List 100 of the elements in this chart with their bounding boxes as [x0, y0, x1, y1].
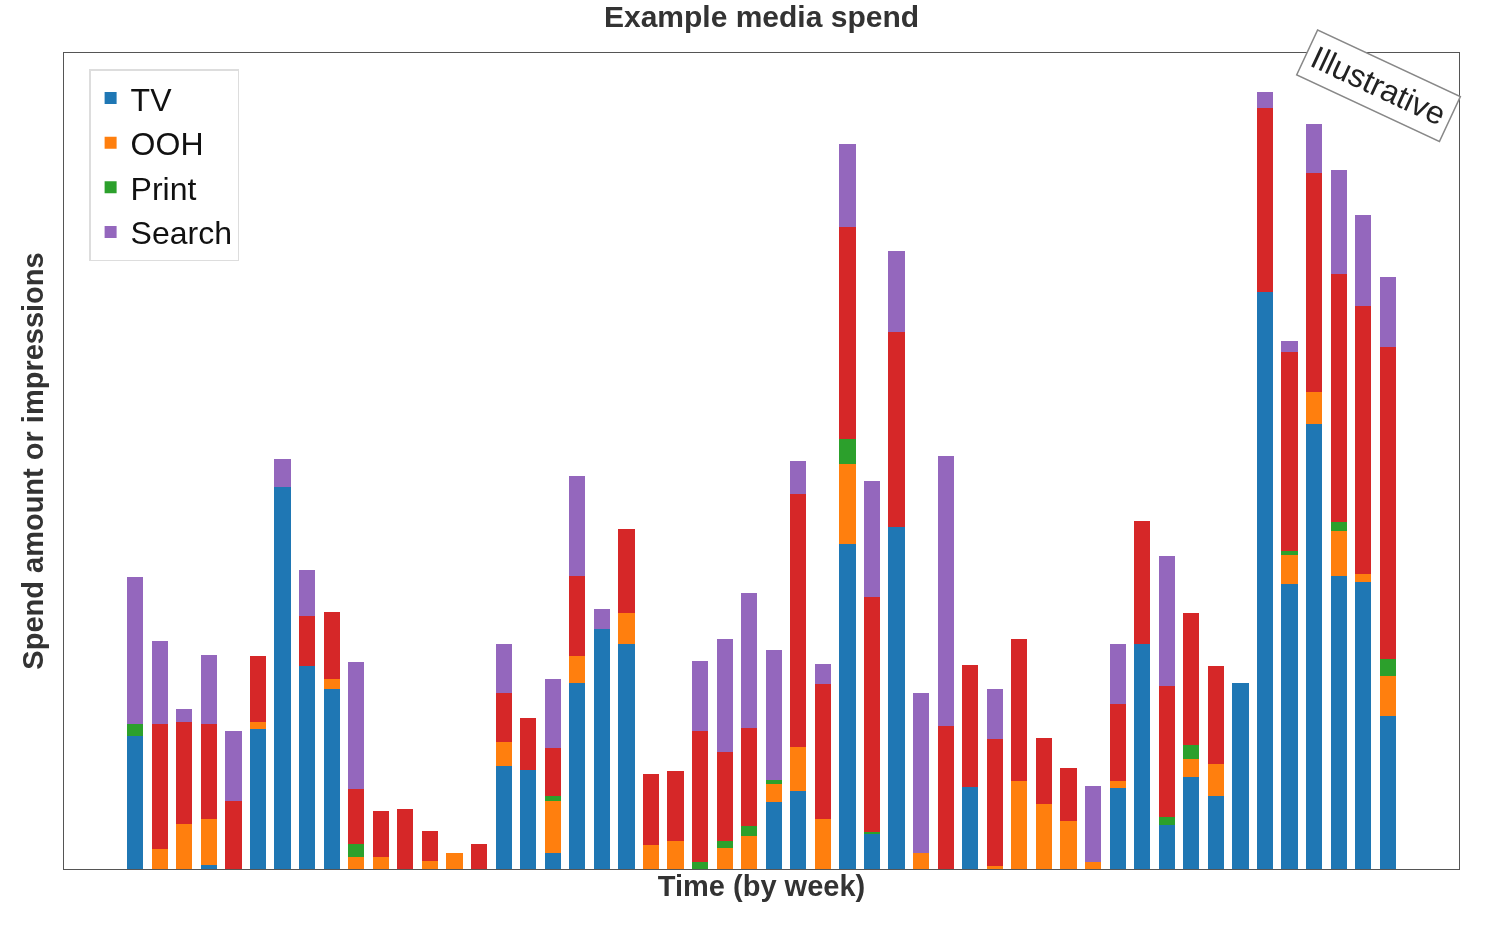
- bar: [839, 544, 856, 869]
- bar: [323, 678, 340, 689]
- bar: [1084, 785, 1102, 863]
- bar: [716, 638, 733, 752]
- bar: [765, 779, 782, 784]
- bar: [569, 683, 586, 869]
- legend-label: TV: [130, 81, 173, 118]
- bar: [249, 729, 267, 869]
- bar: [274, 458, 291, 487]
- chart-title: Example media spend: [603, 0, 920, 33]
- bar: [692, 862, 709, 869]
- bar: [765, 802, 782, 869]
- bar: [299, 616, 316, 667]
- bar: [642, 774, 660, 845]
- bar: [200, 819, 218, 866]
- bar: [323, 688, 340, 869]
- bar: [1109, 644, 1126, 705]
- bar: [888, 331, 905, 528]
- bar: [1207, 795, 1224, 869]
- bar: [1330, 274, 1347, 522]
- bar: [299, 569, 316, 617]
- bar: [421, 830, 439, 862]
- bar: [569, 576, 586, 657]
- bar: [151, 723, 168, 849]
- bar: [1379, 676, 1396, 716]
- bar: [323, 611, 340, 679]
- bar: [1305, 391, 1323, 424]
- bar: [200, 724, 218, 820]
- bar: [863, 834, 881, 869]
- bar: [348, 857, 365, 869]
- bar: [790, 493, 807, 747]
- bar: [1158, 816, 1175, 825]
- bar: [127, 576, 144, 725]
- bar: [1305, 423, 1323, 869]
- bar: [544, 852, 561, 869]
- bar: [1330, 530, 1347, 577]
- bar: [176, 708, 193, 723]
- bar: [348, 662, 365, 789]
- bar: [1379, 659, 1396, 677]
- bar: [1355, 306, 1372, 575]
- bar: [1305, 123, 1323, 173]
- bar: [1207, 764, 1224, 796]
- bar: [569, 475, 586, 577]
- bar: [348, 788, 365, 845]
- bar: [741, 728, 758, 827]
- bar: [1011, 781, 1028, 869]
- bar: [986, 865, 1003, 869]
- bar: [1060, 767, 1077, 821]
- bar: [1109, 788, 1126, 869]
- bar: [1183, 759, 1200, 778]
- bar: [200, 865, 218, 869]
- bar: [913, 852, 930, 869]
- bar: [544, 678, 561, 748]
- bar: [716, 848, 733, 869]
- bar: [1281, 352, 1298, 552]
- bar: [1281, 555, 1298, 584]
- bar: [814, 819, 831, 869]
- bar: [249, 722, 267, 730]
- bar: [1256, 91, 1274, 109]
- bar: [372, 811, 389, 858]
- bar: [446, 852, 463, 869]
- bar: [913, 692, 930, 853]
- bar: [962, 665, 979, 787]
- bar: [1183, 777, 1200, 869]
- bar: [1183, 745, 1200, 760]
- bar: [839, 143, 856, 228]
- bar: [642, 844, 660, 869]
- bar: [470, 844, 488, 869]
- bar: [176, 722, 193, 824]
- bar: [1379, 346, 1396, 660]
- bar: [348, 844, 365, 858]
- bar: [1134, 643, 1151, 869]
- bar: [397, 809, 414, 869]
- bar: [1158, 555, 1175, 686]
- bar: [1256, 291, 1274, 869]
- bar: [618, 528, 635, 614]
- bar: [1134, 520, 1151, 644]
- bar: [741, 836, 758, 869]
- bar: [1281, 583, 1298, 869]
- bar: [1109, 781, 1126, 789]
- bar: [1355, 214, 1372, 307]
- bar: [716, 751, 733, 842]
- bar: [520, 770, 537, 869]
- bar: [962, 786, 979, 869]
- bar: [274, 486, 291, 869]
- bar: [741, 826, 758, 837]
- bar: [937, 456, 954, 727]
- bar: [151, 848, 168, 869]
- bar: [839, 439, 856, 465]
- bar: [790, 461, 807, 494]
- bar: [618, 613, 635, 644]
- bar: [765, 783, 782, 803]
- bar: [814, 684, 831, 820]
- bar: [127, 736, 144, 869]
- bar: [495, 693, 512, 743]
- bar: [1232, 683, 1249, 869]
- bar: [1281, 551, 1298, 556]
- bar: [667, 771, 684, 842]
- bar: [692, 660, 709, 731]
- bar: [986, 739, 1003, 866]
